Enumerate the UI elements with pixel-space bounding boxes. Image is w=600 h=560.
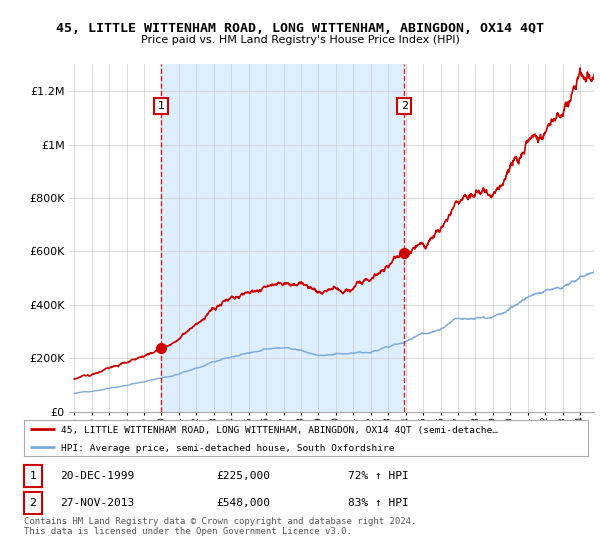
Text: 1: 1 [29, 471, 37, 481]
Text: 27-NOV-2013: 27-NOV-2013 [60, 498, 134, 508]
Text: 1: 1 [157, 101, 164, 111]
Text: 2: 2 [29, 498, 37, 508]
Text: 83% ↑ HPI: 83% ↑ HPI [348, 498, 409, 508]
Text: HPI: Average price, semi-detached house, South Oxfordshire: HPI: Average price, semi-detached house,… [61, 444, 394, 453]
Text: 45, LITTLE WITTENHAM ROAD, LONG WITTENHAM, ABINGDON, OX14 4QT: 45, LITTLE WITTENHAM ROAD, LONG WITTENHA… [56, 22, 544, 35]
Bar [161, 64, 404, 412]
Text: 45, LITTLE WITTENHAM ROAD, LONG WITTENHAM, ABINGDON, OX14 4QT (semi-detache…: 45, LITTLE WITTENHAM ROAD, LONG WITTENHA… [61, 426, 497, 435]
Text: £548,000: £548,000 [216, 498, 270, 508]
Text: 2: 2 [401, 101, 408, 111]
Text: Contains HM Land Registry data © Crown copyright and database right 2024.
This d: Contains HM Land Registry data © Crown c… [24, 517, 416, 536]
Text: £225,000: £225,000 [216, 471, 270, 481]
Text: 72% ↑ HPI: 72% ↑ HPI [348, 471, 409, 481]
Text: Price paid vs. HM Land Registry's House Price Index (HPI): Price paid vs. HM Land Registry's House … [140, 35, 460, 45]
Text: 20-DEC-1999: 20-DEC-1999 [60, 471, 134, 481]
